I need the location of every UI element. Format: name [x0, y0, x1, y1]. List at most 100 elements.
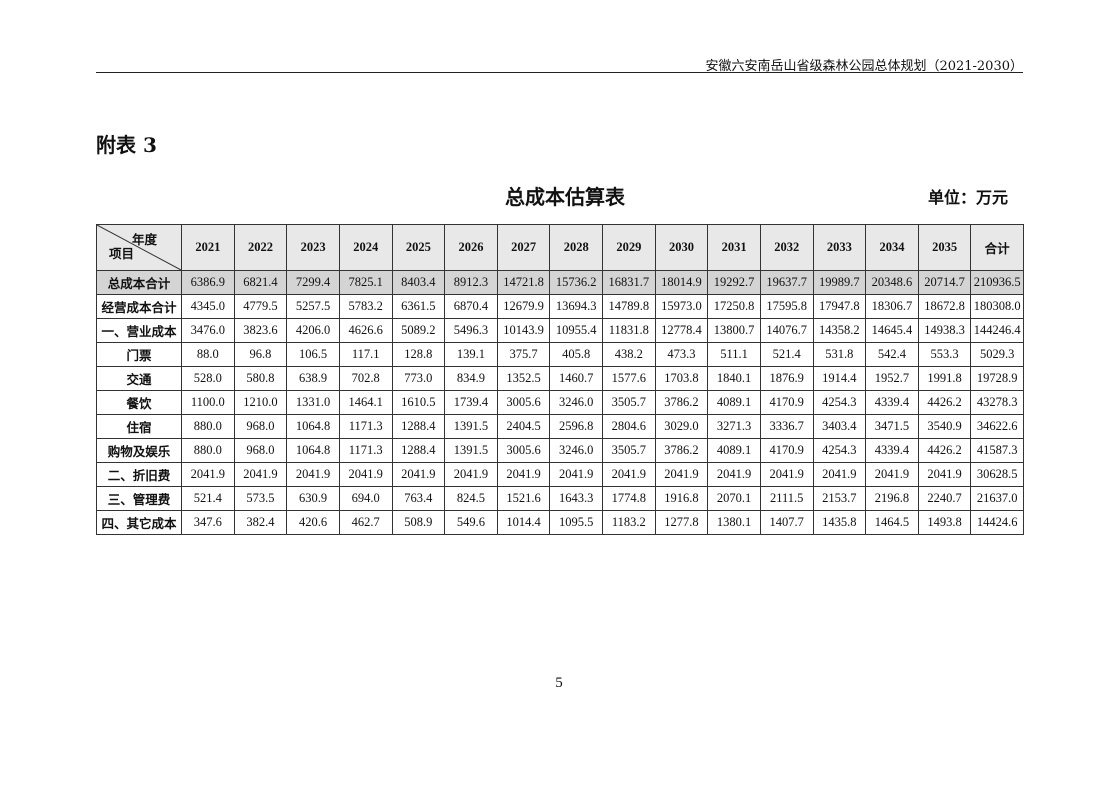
table-row: 一、营业成本 3476.0 3823.6 4206.0 4626.6 5089.2 5496…	[96, 318, 1024, 343]
table-cell: 4170.9	[759, 438, 814, 463]
table-cell: 14358.2	[812, 318, 867, 343]
table-cell: 553.3	[917, 342, 972, 367]
corner-header-cell: 年度 项目	[96, 224, 182, 271]
table-cell: 508.9	[391, 510, 446, 535]
table-cell: 5029.3	[970, 342, 1024, 367]
table-cell: 13694.3	[549, 294, 603, 319]
table-cell: 8912.3	[444, 270, 498, 295]
table-row: 二、折旧费 2041.9 2041.9 2041.9 2041.9 2041.9 2041.…	[96, 462, 1024, 487]
table-cell: 462.7	[338, 510, 393, 535]
table-cell: 824.5	[444, 486, 498, 511]
column-header: 2035	[917, 224, 972, 271]
table-cell: 2041.9	[444, 462, 498, 487]
table-cell: 968.0	[233, 438, 288, 463]
table-cell: 1914.4	[812, 366, 867, 391]
table-cell: 1064.8	[286, 414, 340, 439]
table-cell: 1460.7	[549, 366, 603, 391]
table-cell: 531.8	[812, 342, 867, 367]
table-cell: 1171.3	[338, 414, 393, 439]
column-header: 2030	[654, 224, 709, 271]
table-cell: 15973.0	[654, 294, 709, 319]
column-header: 2028	[549, 224, 603, 271]
table-cell: 880.0	[181, 438, 235, 463]
table-cell: 1288.4	[391, 438, 446, 463]
table-cell: 19637.7	[759, 270, 814, 295]
table-cell: 4426.2	[917, 438, 972, 463]
table-cell: 5496.3	[444, 318, 498, 343]
table-cell: 3786.2	[654, 390, 709, 415]
table-cell: 3005.6	[496, 390, 551, 415]
table-cell: 2041.9	[391, 462, 446, 487]
table-cell: 3246.0	[549, 390, 603, 415]
column-header: 2027	[496, 224, 551, 271]
table-cell: 20714.7	[917, 270, 972, 295]
table-cell: 580.8	[233, 366, 288, 391]
table-cell: 19989.7	[812, 270, 867, 295]
table-cell: 41587.3	[970, 438, 1024, 463]
table-cell: 2041.9	[602, 462, 656, 487]
table-cell: 702.8	[338, 366, 393, 391]
column-header: 2022	[233, 224, 288, 271]
table-cell: 773.0	[391, 366, 446, 391]
table-cell: 1183.2	[602, 510, 656, 535]
table-cell: 4089.1	[707, 438, 761, 463]
column-header: 2025	[391, 224, 446, 271]
row-label: 三、管理费	[96, 486, 182, 511]
column-header: 2021	[181, 224, 235, 271]
table-cell: 17250.8	[707, 294, 761, 319]
table-cell: 6361.5	[391, 294, 446, 319]
table-cell: 7825.1	[338, 270, 393, 295]
table-cell: 405.8	[549, 342, 603, 367]
table-cell: 1521.6	[496, 486, 551, 511]
row-label: 总成本合计	[96, 270, 182, 295]
unit-label: 单位：万元	[927, 188, 1008, 207]
table-cell: 1840.1	[707, 366, 761, 391]
table-title: 总成本估算表	[505, 185, 625, 209]
table-cell: 3505.7	[602, 390, 656, 415]
row-label: 门票	[96, 342, 182, 367]
table-row: 总成本合计 6386.9 6821.4 7299.4 7825.1 8403.4 8912.…	[96, 270, 1024, 295]
table-cell: 1610.5	[391, 390, 446, 415]
table-cell: 375.7	[496, 342, 551, 367]
table-cell: 880.0	[181, 414, 235, 439]
header-row: 年度 项目 2021 2022 2023 2024 2025 2026 2027 2028 20…	[96, 224, 1024, 271]
row-label: 餐饮	[96, 390, 182, 415]
table-cell: 2070.1	[707, 486, 761, 511]
table-cell: 420.6	[286, 510, 340, 535]
running-header: 安徽六安南岳山省级森林公园总体规划（2021-2030）	[705, 59, 1023, 74]
table-cell: 347.6	[181, 510, 235, 535]
table-cell: 694.0	[338, 486, 393, 511]
table-cell: 4254.3	[812, 390, 867, 415]
table-cell: 210936.5	[970, 270, 1024, 295]
table-cell: 2153.7	[812, 486, 867, 511]
table-cell: 3505.7	[602, 438, 656, 463]
table-cell: 834.9	[444, 366, 498, 391]
table-cell: 1876.9	[759, 366, 814, 391]
table-cell: 144246.4	[970, 318, 1024, 343]
table-cell: 1331.0	[286, 390, 340, 415]
table-cell: 1407.7	[759, 510, 814, 535]
table-cell: 1493.8	[917, 510, 972, 535]
row-label: 二、折旧费	[96, 462, 182, 487]
table-cell: 5089.2	[391, 318, 446, 343]
table-cell: 4339.4	[865, 438, 919, 463]
table-row: 住宿 880.0 968.0 1064.8 1171.3 1288.4 1391.5 2404…	[96, 414, 1024, 439]
table-cell: 763.4	[391, 486, 446, 511]
table-cell: 14938.3	[917, 318, 972, 343]
table-cell: 1703.8	[654, 366, 709, 391]
table-cell: 6870.4	[444, 294, 498, 319]
table-cell: 2041.9	[865, 462, 919, 487]
table-cell: 5257.5	[286, 294, 340, 319]
row-label: 经营成本合计	[96, 294, 182, 319]
table-cell: 1952.7	[865, 366, 919, 391]
table-cell: 3471.5	[865, 414, 919, 439]
diagonal-line	[97, 225, 181, 270]
table-cell: 968.0	[233, 414, 288, 439]
row-label: 交通	[96, 366, 182, 391]
table-cell: 521.4	[181, 486, 235, 511]
table-cell: 1064.8	[286, 438, 340, 463]
table-cell: 10955.4	[549, 318, 603, 343]
table-cell: 14645.4	[865, 318, 919, 343]
table-cell: 2041.9	[338, 462, 393, 487]
column-header: 2032	[759, 224, 814, 271]
